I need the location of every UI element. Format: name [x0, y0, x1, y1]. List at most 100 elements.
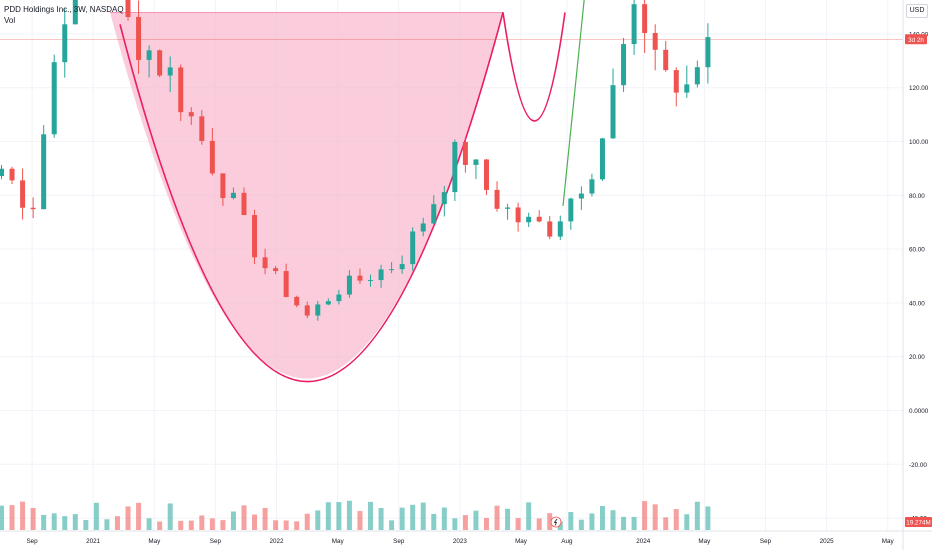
- volume-bar: [114, 516, 120, 530]
- volume-bar: [20, 501, 26, 530]
- y-tick-label: 20.00: [909, 354, 925, 361]
- volume-bar: [93, 502, 99, 530]
- candle-body: [483, 159, 489, 190]
- candle-body: [589, 179, 595, 194]
- volume-bar: [72, 514, 78, 530]
- volume-bar: [273, 520, 279, 530]
- x-tick-label: Sep: [760, 538, 772, 545]
- candle-body: [505, 207, 511, 209]
- candle-body: [51, 62, 57, 135]
- volume-bar: [125, 506, 131, 530]
- lightning-icon-circle: [550, 516, 562, 528]
- y-tick-label: 80.00: [909, 193, 925, 200]
- x-tick-label: May: [698, 538, 711, 545]
- candle-body: [441, 192, 447, 205]
- candle-body: [399, 264, 405, 270]
- candle-body: [178, 67, 184, 113]
- candle-body: [72, 0, 78, 25]
- volume-bar: [41, 514, 47, 530]
- volume-bar: [673, 509, 679, 530]
- candle-body: [220, 173, 226, 199]
- y-tick-label: 100.00: [909, 139, 929, 146]
- chart-header: PDD Holdings Inc., 3W, NASDAQ Vol: [4, 4, 124, 26]
- volume-bar: [389, 520, 395, 530]
- volume-bar: [420, 502, 426, 530]
- x-tick-label: Sep: [393, 538, 405, 545]
- candle-body: [462, 141, 468, 165]
- volume-bar: [705, 506, 711, 530]
- x-tick-label: Sep: [210, 538, 222, 545]
- candle-body: [188, 112, 194, 117]
- volume-bar: [346, 500, 352, 530]
- volume-bar: [505, 508, 511, 530]
- candle-body: [252, 215, 258, 258]
- volume-bar: [30, 507, 36, 530]
- volume-bar: [230, 511, 236, 530]
- volume-bar: [610, 510, 616, 530]
- candle-body: [420, 223, 426, 232]
- candle-body: [304, 305, 310, 316]
- volume-bar: [357, 511, 363, 530]
- x-tick-label: Sep: [26, 538, 38, 545]
- candle-body: [431, 204, 437, 224]
- candle-body: [631, 4, 637, 45]
- x-tick-label: May: [882, 538, 895, 545]
- volume-bar: [304, 513, 310, 530]
- candle-body: [694, 67, 700, 85]
- candle-body: [536, 216, 542, 222]
- volume-bar: [599, 505, 605, 530]
- candle-body: [146, 50, 152, 60]
- candle-body: [20, 180, 26, 208]
- volume-bar: [378, 508, 384, 530]
- symbol-title[interactable]: PDD Holdings Inc., 3W, NASDAQ: [4, 5, 124, 14]
- x-tick-label: May: [148, 538, 161, 545]
- volume-bar: [621, 516, 627, 530]
- candle-body: [599, 138, 605, 180]
- lightning-icon-bolt: [553, 518, 558, 526]
- volume-bar: [188, 520, 194, 530]
- currency-button[interactable]: USD: [906, 4, 928, 18]
- candle-body: [494, 189, 500, 209]
- candle-body: [389, 269, 395, 271]
- candle-body: [315, 304, 321, 316]
- candle-body: [568, 198, 574, 222]
- candle-body: [0, 168, 4, 176]
- candle-body: [294, 296, 300, 306]
- candle-body: [410, 231, 416, 265]
- x-axis-ticks: Sep 2021 May Sep 2022 May Sep 2023 May Aug 2024 May…: [26, 538, 895, 545]
- candle-body: [452, 141, 458, 193]
- volume-bar: [431, 513, 437, 530]
- volume-bar: [368, 501, 374, 530]
- volume-bar: [410, 504, 416, 530]
- volume-bar: [9, 505, 15, 530]
- volume-bar: [557, 521, 563, 530]
- volume-bar: [283, 520, 289, 530]
- candle-body: [610, 85, 616, 139]
- volume-bar: [652, 504, 658, 530]
- handle-curve: [502, 12, 566, 122]
- volume-bar: [252, 514, 258, 530]
- volume-bar: [104, 519, 110, 530]
- candle-body: [473, 159, 479, 165]
- volume-bar: [568, 511, 574, 530]
- volume-bar: [515, 518, 521, 530]
- volume-bar: [494, 505, 500, 530]
- volume-tag-bg: [905, 517, 932, 527]
- volume-bar: [241, 505, 247, 530]
- volume-indicator-label[interactable]: Vol: [4, 16, 16, 25]
- x-tick-label: 2022: [270, 538, 285, 545]
- candle-body: [167, 67, 173, 76]
- candle-body: [30, 207, 36, 210]
- volume-bar: [83, 520, 89, 530]
- candle-body: [642, 4, 648, 33]
- volume-bar: [62, 516, 68, 530]
- volume-bar: [325, 502, 331, 530]
- volume-bar: [536, 518, 542, 530]
- candle-body: [547, 221, 553, 237]
- candle-body: [241, 192, 247, 216]
- y-axis-panel: [903, 0, 932, 550]
- y-tick-label: 60.00: [909, 247, 925, 254]
- x-tick-label: May: [515, 538, 528, 545]
- candle-body: [230, 192, 236, 199]
